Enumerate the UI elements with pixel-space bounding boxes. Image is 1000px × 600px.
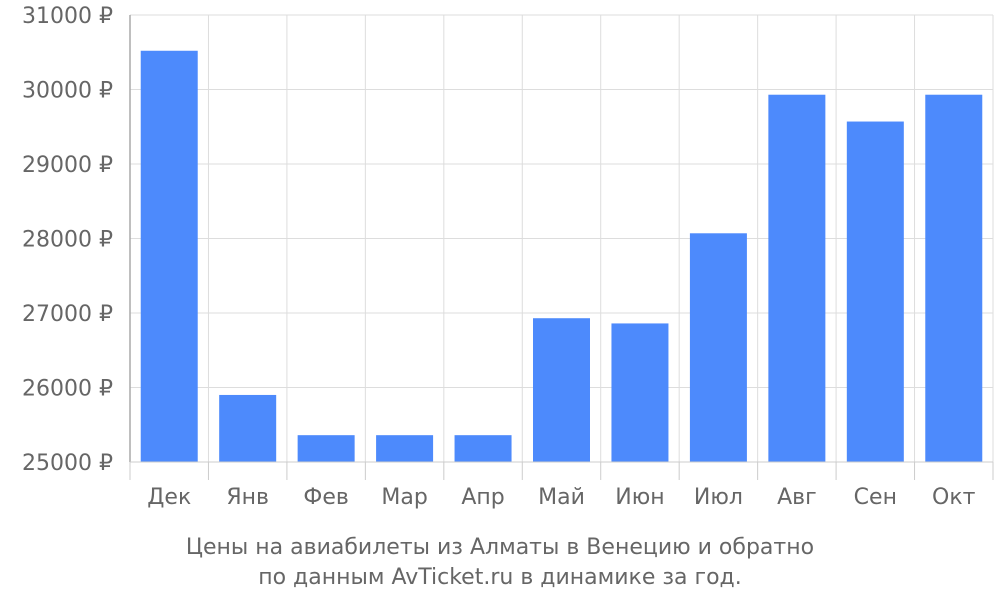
bar bbox=[925, 94, 983, 462]
bar bbox=[689, 233, 747, 462]
x-tick-label: Мар bbox=[381, 485, 427, 510]
bar bbox=[846, 121, 904, 462]
bar bbox=[611, 323, 669, 462]
x-tick-label: Авг bbox=[777, 485, 817, 510]
x-tick-label: Июн bbox=[615, 485, 664, 510]
y-tick-label: 25000 ₽ bbox=[22, 451, 113, 476]
bar bbox=[376, 435, 434, 462]
y-tick-label: 30000 ₽ bbox=[22, 79, 113, 104]
bar bbox=[297, 435, 355, 462]
axes bbox=[129, 15, 994, 480]
y-tick-label: 31000 ₽ bbox=[22, 4, 113, 29]
bar bbox=[768, 94, 826, 462]
x-tick-label: Апр bbox=[461, 485, 504, 510]
y-tick-label: 29000 ₽ bbox=[22, 153, 113, 178]
tick-labels: 25000 ₽ 26000 ₽ 27000 ₽ 28000 ₽ 29000 ₽ 30000… bbox=[22, 4, 976, 510]
grid bbox=[130, 14, 994, 463]
bars bbox=[140, 50, 983, 462]
bar bbox=[219, 394, 277, 462]
y-tick-label: 28000 ₽ bbox=[22, 228, 113, 253]
bar bbox=[533, 318, 590, 462]
x-tick-label: Янв bbox=[226, 485, 269, 510]
chart-caption-line-1: Цены на авиабилеты из Алматы в Венецию и… bbox=[185, 535, 815, 560]
bar bbox=[140, 50, 198, 462]
x-tick-label: Июл bbox=[694, 485, 743, 510]
x-tick-label: Май bbox=[538, 485, 585, 510]
bar bbox=[454, 435, 512, 462]
x-tick-label: Сен bbox=[854, 485, 897, 510]
x-tick-label: Окт bbox=[932, 485, 976, 510]
y-tick-label: 26000 ₽ bbox=[22, 377, 113, 402]
chart-caption-line-2: по данным AvTicket.ru в динамике за год. bbox=[258, 565, 742, 590]
y-tick-label: 27000 ₽ bbox=[22, 302, 113, 327]
x-tick-label: Дек bbox=[147, 485, 191, 510]
x-tick-label: Фев bbox=[303, 485, 348, 510]
